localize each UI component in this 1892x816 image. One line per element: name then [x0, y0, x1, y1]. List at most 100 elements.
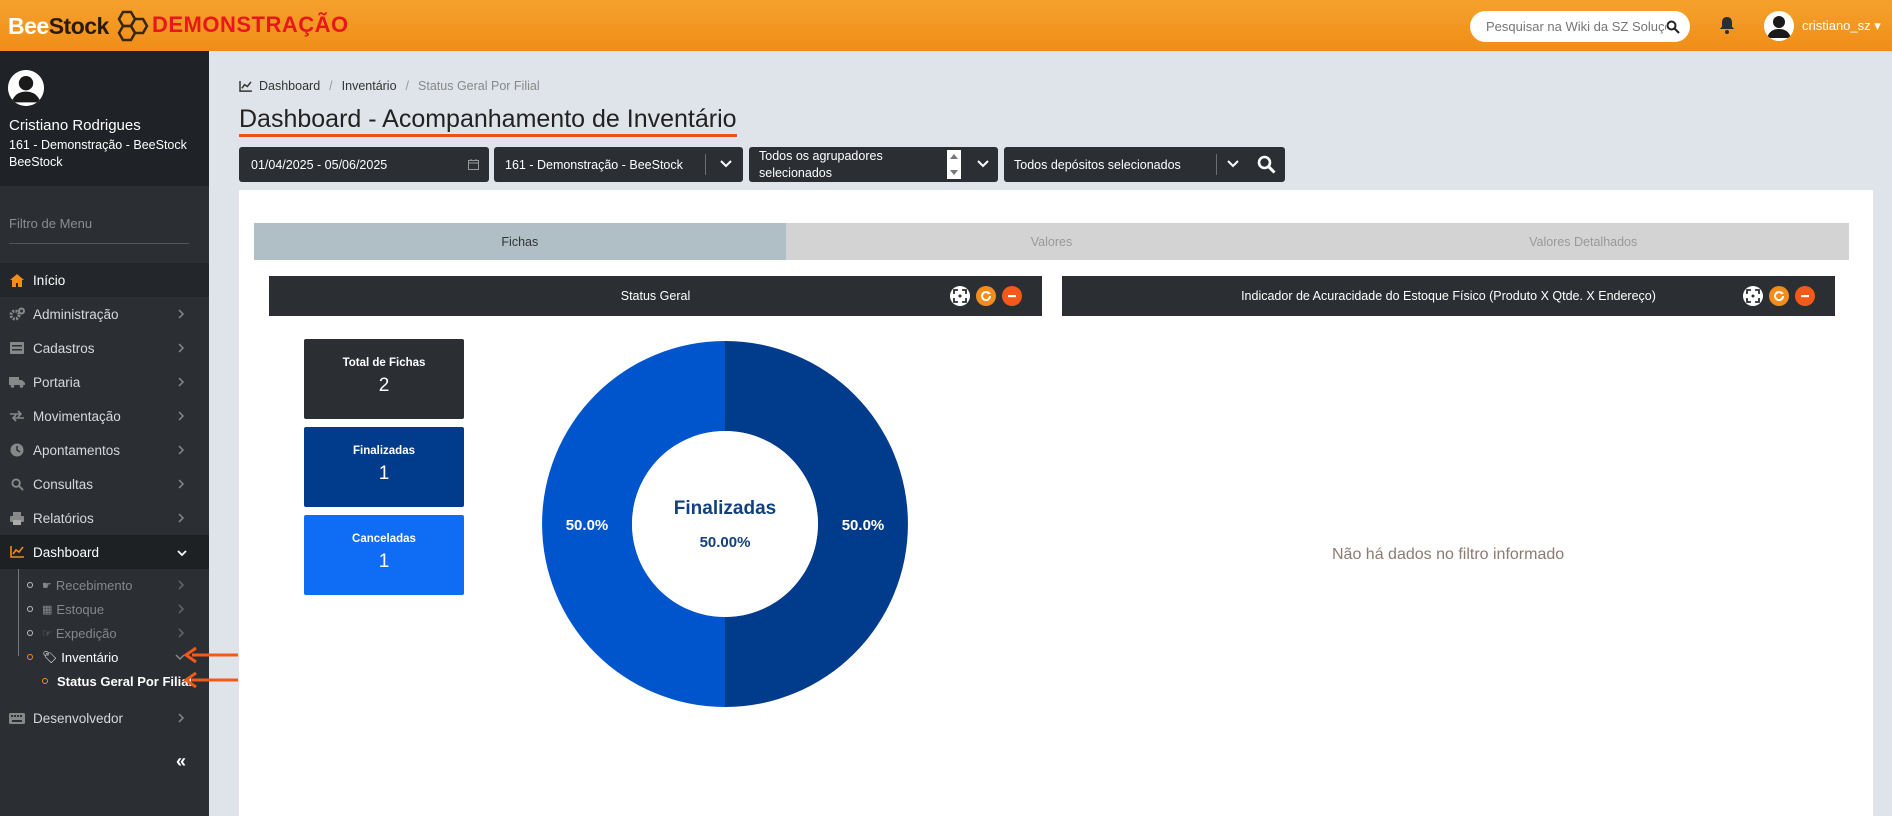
chart-line-icon	[9, 544, 25, 560]
date-range-picker[interactable]: 01/04/2025 - 05/06/2025	[239, 147, 489, 182]
collapse-sidebar-button[interactable]: «	[176, 751, 187, 771]
sidebar-item-dashboard[interactable]: Dashboard	[0, 535, 209, 569]
breadcrumb-inventario[interactable]: Inventário	[341, 79, 397, 93]
grouper-select-value: Todos os agrupadores selecionados	[759, 148, 883, 180]
branch-select-value: 161 - Demonstração - BeeStock	[505, 157, 683, 172]
submenu-item-estoque[interactable]: ▦ Estoque	[0, 597, 209, 621]
sidebar-item-administracao[interactable]: Administração	[0, 297, 209, 331]
search-button-icon[interactable]	[1257, 155, 1276, 174]
no-data-message: Não há dados no filtro informado	[1332, 546, 1565, 563]
refresh-icon	[981, 291, 992, 302]
list-icon	[9, 340, 25, 356]
card-title: Indicador de Acuracidade do Estoque Físi…	[1241, 289, 1656, 303]
sidebar-item-label: Desenvolvedor	[33, 710, 124, 726]
tab-fichas[interactable]: Fichas	[254, 223, 786, 260]
fullscreen-button[interactable]	[950, 286, 970, 306]
stat-value: 1	[378, 551, 390, 572]
bell-icon[interactable]	[1718, 16, 1736, 35]
status-geral-header: Status Geral	[269, 276, 1042, 316]
stat-value: 1	[378, 463, 390, 484]
tags-icon: 🏷	[42, 650, 58, 664]
chevron-down-icon	[720, 160, 732, 168]
chevron-right-icon	[178, 604, 185, 614]
chevron-right-icon	[178, 580, 185, 590]
honeycomb-logo-icon	[117, 10, 149, 42]
submenu-item-inventario[interactable]: 🏷 Inventário	[0, 645, 209, 669]
submenu-item-label: Recebimento	[55, 577, 133, 593]
chevron-down-icon	[175, 654, 185, 661]
keyboard-icon	[9, 710, 25, 726]
submenu-item-recebimento[interactable]: ☛ Recebimento	[0, 573, 209, 597]
donut-slice-finalizadas[interactable]	[725, 341, 908, 707]
sidebar-item-label: Relatórios	[33, 510, 94, 526]
dashboard-panel: Fichas Valores Valores Detalhados Status…	[239, 190, 1873, 816]
chevron-down-icon	[177, 550, 187, 557]
branch-select[interactable]: 161 - Demonstração - BeeStock	[494, 147, 743, 182]
sidebar-item-label: Portaria	[33, 374, 81, 390]
collapse-card-button[interactable]	[1002, 286, 1022, 306]
user-menu-toggle[interactable]: cristiano_sz ▾	[1802, 18, 1881, 33]
tab-bar: Fichas Valores Valores Detalhados	[254, 223, 1850, 260]
donut-slice-canceladas[interactable]	[542, 341, 725, 707]
submenu-item-status-geral-por-filial[interactable]: Status Geral Por Filial	[0, 669, 209, 693]
depot-select[interactable]: Todos depósitos selecionados	[1004, 147, 1285, 182]
select-divider	[705, 154, 706, 175]
submenu-item-label: Status Geral Por Filial	[57, 673, 193, 689]
bullet-icon	[27, 630, 33, 636]
chevron-right-icon	[178, 411, 185, 421]
hand-right-icon: ☞	[42, 627, 52, 640]
fullscreen-button[interactable]	[1743, 286, 1763, 306]
cogs-icon	[9, 306, 25, 322]
profile-name: Cristiano Rodrigues	[9, 117, 141, 134]
search-icon[interactable]	[1666, 20, 1680, 34]
table-icon: ▦	[42, 603, 53, 616]
submenu-item-label: Estoque	[56, 601, 105, 617]
expand-icon	[1746, 289, 1760, 303]
sidebar-item-label: Consultas	[33, 476, 94, 492]
collapse-card-button[interactable]	[1795, 286, 1815, 306]
menu-filter[interactable]	[9, 215, 189, 244]
tab-valores-detalhados[interactable]: Valores Detalhados	[1317, 223, 1850, 260]
chevron-down-icon	[977, 160, 989, 168]
sidebar-item-consultas[interactable]: Consultas	[0, 467, 209, 501]
sidebar-item-movimentacao[interactable]: Movimentação	[0, 399, 209, 433]
refresh-button[interactable]	[1769, 286, 1789, 306]
sidebar-item-label: Movimentação	[33, 408, 121, 424]
refresh-button[interactable]	[976, 286, 996, 306]
sidebar-item-cadastros[interactable]: Cadastros	[0, 331, 209, 365]
menu-filter-input[interactable]	[9, 216, 189, 231]
sidebar-item-inicio[interactable]: Início	[0, 263, 209, 297]
sidebar-item-relatorios[interactable]: Relatórios	[0, 501, 209, 535]
profile-avatar	[8, 70, 44, 106]
sidebar-item-label: Administração	[33, 306, 119, 322]
depot-select-value: Todos depósitos selecionados	[1014, 157, 1181, 172]
submenu-item-expedicao[interactable]: ☞ Expedição	[0, 621, 209, 645]
chevron-right-icon	[178, 445, 185, 455]
status-donut-chart[interactable]: Finalizadas 50.00% 50.0% 50.0%	[540, 339, 910, 709]
sidebar-item-label: Início	[33, 272, 66, 288]
scroll-spinner[interactable]	[947, 150, 961, 179]
bullet-icon	[42, 678, 48, 684]
wiki-search[interactable]	[1470, 11, 1690, 42]
card-header-buttons	[1743, 286, 1815, 306]
user-avatar[interactable]	[1764, 11, 1794, 41]
donut-center-value: 50.00%	[700, 534, 751, 551]
expand-icon	[953, 289, 967, 303]
stat-label: Finalizadas	[353, 445, 415, 457]
bullet-icon	[27, 654, 33, 660]
chevron-right-icon	[178, 377, 185, 387]
select-divider	[1216, 154, 1217, 175]
beestock-logo[interactable]: BeeStock	[8, 10, 149, 42]
breadcrumb-separator: /	[405, 79, 410, 93]
sidebar-item-portaria[interactable]: Portaria	[0, 365, 209, 399]
breadcrumb-dashboard[interactable]: Dashboard	[259, 79, 321, 93]
sidebar-item-apontamentos[interactable]: Apontamentos	[0, 433, 209, 467]
wiki-search-input[interactable]	[1486, 19, 1666, 34]
submenu-tree-line	[18, 569, 19, 656]
stat-label: Canceladas	[352, 533, 416, 545]
sidebar-item-desenvolvedor[interactable]: Desenvolvedor	[0, 701, 209, 735]
tab-valores[interactable]: Valores	[785, 223, 1318, 260]
grouper-select[interactable]: Todos os agrupadores selecionados	[749, 147, 998, 182]
sidebar-item-label: Apontamentos	[33, 442, 121, 458]
chart-line-icon	[239, 80, 252, 92]
